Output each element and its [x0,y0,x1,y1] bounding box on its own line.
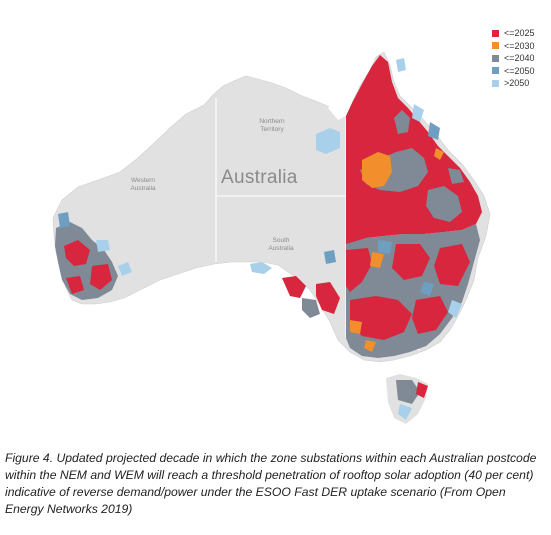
queensland-zones [316,55,482,244]
legend-item: <=2040 [492,52,535,65]
label-western-australia: Western Australia [130,177,156,192]
legend-label: <=2050 [504,65,535,76]
legend-swatch [492,42,499,50]
gulf-of-carpentaria [328,92,352,120]
legend-swatch [492,29,499,37]
nsw-vic-zones [346,224,480,358]
legend-label: <=2025 [504,28,535,39]
legend-label: <=2040 [504,53,535,64]
legend-item: <=2030 [492,40,535,53]
western-australia-zones [55,212,132,300]
map-area: Western Australia Northern Territory Sou… [52,27,535,424]
legend-item: <=2050 [492,65,535,78]
label-northern-territory: Northern Territory [259,118,285,133]
legend-swatch [492,67,499,75]
legend-swatch [492,79,499,87]
legend: <=2025 <=2030 <=2040 <=2050 >2050 [492,27,535,90]
south-australia-zones [250,250,340,318]
australia-map [52,51,491,424]
label-australia: Australia [221,167,298,188]
tasmania [386,374,428,424]
figure-caption: Figure 4. Updated projected decade in wh… [5,451,537,516]
legend-label: <=2030 [504,40,535,51]
legend-label: >2050 [504,78,530,89]
legend-swatch [492,54,499,62]
label-south-australia: South Australia [268,237,294,252]
legend-item: <=2025 [492,27,535,40]
legend-item: >2050 [492,77,535,90]
